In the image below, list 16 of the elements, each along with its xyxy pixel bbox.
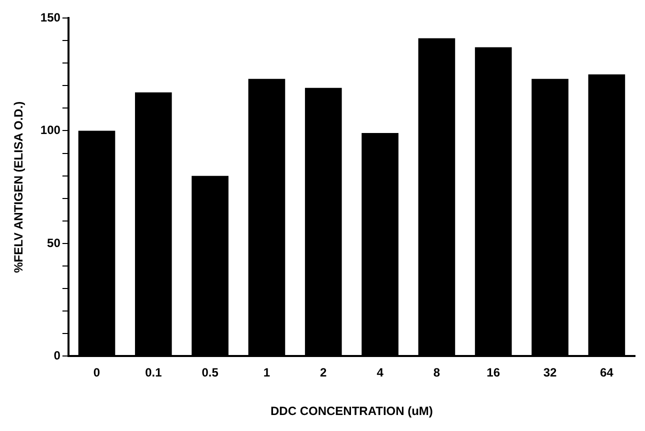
y-tick-label: 0 <box>54 348 61 363</box>
x-axis-title: DDC CONCENTRATION (uM) <box>270 404 433 418</box>
x-tick-label: 1 <box>263 366 270 380</box>
x-tick-label: 16 <box>486 366 500 380</box>
y-tick-label: 100 <box>40 123 61 138</box>
x-tick-label: 4 <box>376 366 384 380</box>
x-tick-label: 2 <box>320 366 328 380</box>
x-tick-label: 64 <box>600 366 614 380</box>
x-tick-label: 0.1 <box>145 366 162 380</box>
y-tick-label: 50 <box>47 236 61 250</box>
y-axis-title: %FELV ANTIGEN (ELISA O.D.) <box>12 101 26 273</box>
x-tick-label: 0.5 <box>202 366 219 380</box>
y-tick-label: 150 <box>40 10 61 24</box>
x-tick-label: 8 <box>433 366 440 380</box>
x-tick-label: 32 <box>543 366 558 380</box>
x-tick-label: 0 <box>93 366 100 380</box>
